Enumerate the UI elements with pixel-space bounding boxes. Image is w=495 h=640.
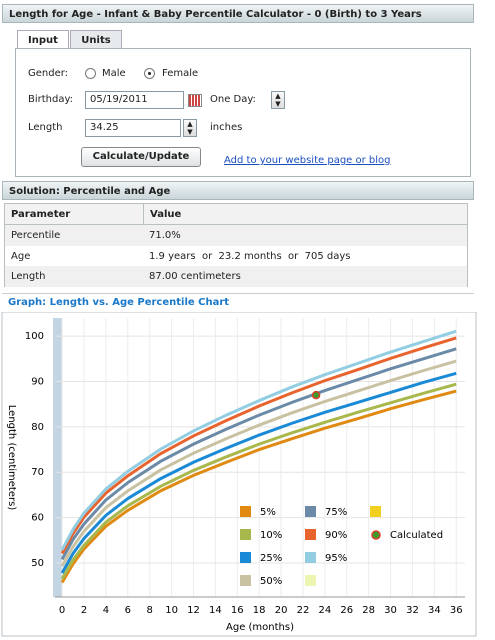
label: One Day: [210,94,256,105]
x-tick-label: 4 [103,605,109,616]
x-tick-label: 16 [231,605,244,616]
legend-label: 50% [260,576,282,587]
x-tick-label: 18 [253,605,266,616]
date-input[interactable]: 05/19/2011 [85,91,184,109]
chart-header [2,293,474,313]
legend-swatch [370,506,381,517]
radio-label: Male [102,68,126,79]
unit-label: inches [210,122,243,133]
radio-label: Female [162,68,199,79]
table-cell: 87.00 centimeters [143,266,467,287]
label: Gender: [28,68,69,79]
x-tick-label: 20 [275,605,288,616]
legend-label: 10% [260,530,282,541]
radio[interactable] [85,68,96,79]
x-tick-label: 2 [81,605,87,616]
length-input[interactable]: 34.25 [85,119,181,137]
x-tick-label: 12 [187,605,200,616]
x-tick-label: 36 [450,605,463,616]
y-tick-label: 70 [31,467,44,478]
y-tick-label: 80 [31,422,44,433]
x-tick-label: 32 [406,605,419,616]
radio[interactable] [144,68,155,79]
calendar-icon[interactable] [188,94,202,107]
legend-label: 90% [325,530,347,541]
legend-swatch [240,529,251,540]
table-header: Parameter [5,204,143,225]
label: Length [28,122,63,133]
table-header: Value [143,204,467,225]
header-title: Length for Age - Infant & Baby Percentil… [2,4,474,23]
x-tick-label: 8 [147,605,153,616]
series-line [60,347,457,561]
table-cell: 1.9 years or 23.2 months or 705 days [149,251,351,262]
legend-label: 95% [325,553,347,564]
series-line [60,371,457,574]
legend-label: 25% [260,553,282,564]
chart-frame [1,312,477,637]
x-tick-label: 26 [340,605,353,616]
legend-swatch [305,552,316,563]
spinner[interactable]: ▲ ▼ [183,119,197,137]
x-tick-label: 6 [125,605,131,616]
series-line [60,359,457,567]
tab[interactable]: Input [17,30,69,49]
button[interactable]: Calculate/Update [81,147,201,167]
x-tick-label: 28 [362,605,375,616]
x-tick-label: 0 [59,605,65,616]
series-line [60,336,457,555]
legend-swatch [305,575,316,586]
legend-swatch [305,506,316,517]
series-line [60,329,457,551]
form-panel [15,48,471,177]
chart-title: Graph: Length vs. Age Percentile Chart [8,297,230,308]
label: Birthday: [28,94,74,105]
x-tick-label: 14 [209,605,222,616]
table-cell: Length [5,266,143,287]
calculated-point [311,390,321,400]
axis-band [53,318,62,597]
table: Parameter Value Percentile 71.0% Age 1.9… [4,203,468,287]
legend-swatch [371,530,381,540]
tab[interactable]: Units [70,30,122,49]
x-axis-label: Age (months) [226,622,294,633]
x-tick-label: 34 [428,605,441,616]
series-line [60,389,457,584]
y-tick-label: 50 [31,558,44,569]
link[interactable]: Add to your website page or blog [224,155,391,166]
table-cell: Age [11,251,31,262]
x-tick-label: 10 [165,605,178,616]
x-tick-label: 24 [318,605,331,616]
y-tick-label: 60 [31,513,44,524]
legend-swatch [240,552,251,563]
y-tick-label: 100 [25,331,44,342]
table-cell: Percentile [5,225,143,246]
y-tick-label: 90 [31,377,44,388]
spinner[interactable]: ▲ ▼ [271,91,285,109]
legend-swatch [305,529,316,540]
legend-label: 75% [325,507,347,518]
legend-swatch [240,575,251,586]
section-title: Solution: Percentile and Age [2,181,474,200]
legend-label: Calculated [390,530,443,541]
y-axis-label: Length (centimeters) [6,405,17,511]
legend-label: 5% [260,507,276,518]
series-line [60,382,457,580]
x-tick-label: 22 [297,605,310,616]
x-tick-label: 30 [384,605,397,616]
table-cell: 71.0% [143,225,467,246]
legend-swatch [240,506,251,517]
